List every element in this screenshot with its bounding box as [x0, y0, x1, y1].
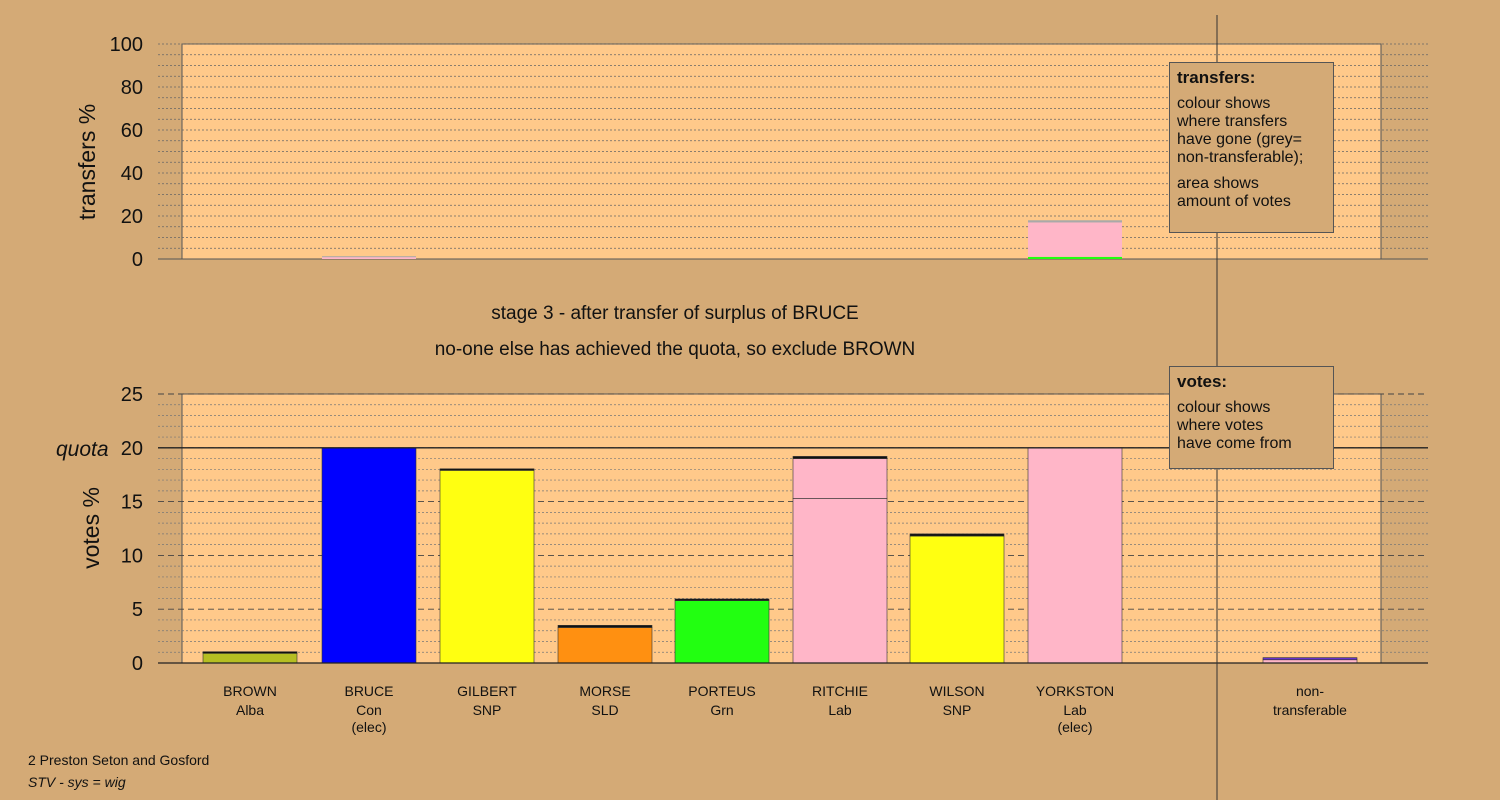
vote-bar-segment	[439, 470, 535, 664]
vote-bar-segment	[202, 653, 298, 664]
vote-bar-segment	[909, 535, 1005, 664]
votes-tick-label: 20	[121, 438, 143, 460]
candidate-name: YORKSTON	[1036, 683, 1114, 699]
vote-bar-segment	[674, 598, 770, 601]
vote-bar-segment	[321, 447, 417, 664]
vote-bar-segment	[792, 456, 888, 459]
vote-bar-segment	[557, 627, 653, 664]
votes-legend: votes: colour shows where votes have com…	[1169, 366, 1334, 469]
transfers-tick-label: 60	[121, 120, 143, 142]
candidate-name: PORTEUS	[688, 683, 755, 699]
transfers-legend: transfers: colour shows where transfers …	[1169, 62, 1334, 233]
vote-bar-segment	[674, 600, 770, 664]
transfer-bar-segment	[322, 256, 416, 258]
transfers-tick-label: 80	[121, 77, 143, 99]
transfers-tick-label: 0	[132, 249, 143, 271]
vote-bar-segment	[1262, 657, 1358, 661]
transfers-legend-title: transfers:	[1177, 68, 1256, 87]
votes-tick-label: 0	[132, 653, 143, 675]
quota-label: quota	[56, 438, 109, 461]
transfers-legend-line: amount of votes	[1177, 193, 1291, 210]
candidate-note: (elec)	[1057, 719, 1092, 735]
transfer-bar-segment	[1028, 256, 1122, 259]
candidate-party: SNP	[943, 702, 972, 718]
stage-title: stage 3 - after transfer of surplus of B…	[491, 303, 859, 324]
votes-tick-label: 5	[132, 599, 143, 621]
candidate-name: RITCHIE	[812, 683, 868, 699]
transfers-legend-line: area shows	[1177, 175, 1259, 192]
votes-legend-line: where votes	[1177, 417, 1264, 434]
votes-legend-title: votes:	[1177, 372, 1228, 391]
vote-bar-segment	[202, 651, 298, 654]
transfer-bar-segment	[1028, 222, 1122, 257]
vote-bar-segment	[439, 468, 535, 471]
candidate-party: Lab	[828, 702, 852, 718]
transfers-legend-line: where transfers	[1177, 113, 1288, 130]
candidate-name: MORSE	[579, 683, 630, 699]
candidate-party: SLD	[591, 702, 618, 718]
candidate-party: Alba	[236, 702, 264, 718]
footer-ward: 2 Preston Seton and Gosford	[28, 752, 210, 768]
votes-tick-label: 10	[121, 545, 143, 567]
transfers-legend-line: non-transferable);	[1177, 149, 1304, 166]
transfers-axis-label: transfers %	[74, 104, 100, 220]
candidate-party: transferable	[1273, 702, 1347, 718]
candidate-note: (elec)	[351, 719, 386, 735]
candidate-name: BROWN	[223, 683, 277, 699]
transfer-bar-segment	[322, 256, 416, 259]
votes-tick-label: 15	[121, 492, 143, 514]
transfers-legend-line: colour shows	[1177, 95, 1271, 112]
candidate-party: Grn	[710, 702, 733, 718]
candidate-name: BRUCE	[344, 683, 393, 699]
vote-bar-segment	[792, 458, 888, 499]
transfer-bar-segment	[1028, 220, 1122, 223]
vote-bar-segment	[909, 533, 1005, 537]
stage-subtitle: no-one else has achieved the quota, so e…	[435, 339, 916, 360]
votes-legend-line: have come from	[1177, 435, 1292, 452]
footer-system: STV - sys = wig	[28, 774, 126, 790]
votes-axis-label: votes %	[78, 487, 104, 569]
vote-bar-segment	[792, 498, 888, 664]
candidate-name: non-	[1296, 683, 1324, 699]
transfers-tick-label: 20	[121, 206, 143, 228]
votes-tick-label: 25	[121, 384, 143, 406]
transfers-tick-label: 40	[121, 163, 143, 185]
candidate-name: WILSON	[929, 683, 984, 699]
transfers-tick-label: 100	[110, 34, 143, 56]
votes-legend-line: colour shows	[1177, 399, 1271, 416]
candidate-name: GILBERT	[457, 683, 517, 699]
candidate-party: Lab	[1063, 702, 1087, 718]
vote-bar-segment	[557, 625, 653, 628]
vote-bar-segment	[1027, 447, 1123, 664]
candidate-party: SNP	[473, 702, 502, 718]
transfers-legend-line: have gone (grey=	[1177, 131, 1302, 148]
candidate-party: Con	[356, 702, 382, 718]
